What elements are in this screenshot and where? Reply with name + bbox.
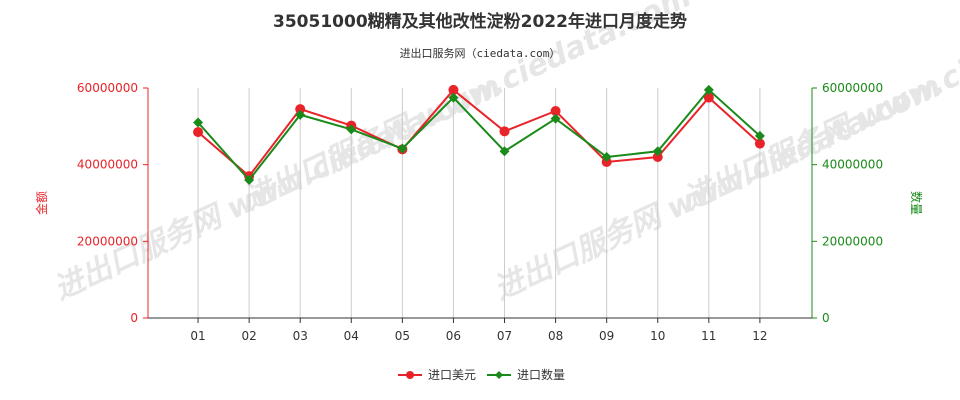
series-point (703, 84, 714, 95)
series-point (499, 146, 510, 157)
series-point (652, 146, 663, 157)
series-point (448, 92, 459, 103)
series-point (193, 117, 204, 128)
legend-label: 进口数量 (517, 367, 565, 382)
series-point (550, 106, 561, 116)
series-point (754, 130, 765, 141)
right-axis-ticks: 0 20000000 40000000 60000000 (812, 81, 883, 325)
series-line-1 (197, 88, 761, 178)
series-layer (193, 84, 765, 185)
x-tick-label: 07 (497, 329, 512, 343)
x-tick-label: 04 (344, 329, 359, 343)
legend-marker (406, 371, 414, 379)
right-axis-label: 数量 (909, 191, 924, 215)
x-tick-label: 09 (599, 329, 614, 343)
right-tick-label: 60000000 (822, 81, 883, 95)
left-tick-label: 60000000 (77, 81, 138, 95)
left-axis-ticks: 0 20000000 40000000 60000000 (77, 81, 148, 325)
x-tick-label: 12 (752, 329, 767, 343)
chart-title: 35051000糊精及其他改性淀粉2022年进口月度走势 (273, 11, 687, 32)
x-tick-label: 01 (190, 329, 205, 343)
left-tick-label: 40000000 (77, 158, 138, 172)
series-point (346, 124, 357, 135)
series-point (550, 113, 561, 124)
series-line-2 (197, 88, 761, 182)
right-tick-label: 0 (822, 311, 830, 325)
x-tick-label: 03 (293, 329, 308, 343)
series-point (295, 109, 306, 120)
series-point (244, 175, 255, 185)
chart-subtitle: 进出口服务网（ciedata.com） (400, 46, 561, 60)
right-tick-label: 40000000 (822, 158, 883, 172)
left-axis-label: 金额 (34, 191, 49, 215)
series-point (193, 127, 204, 138)
legend-marker (495, 371, 503, 379)
x-tick-label: 02 (241, 329, 256, 343)
axes (147, 88, 813, 319)
x-tick-label: 06 (446, 329, 461, 343)
series-point (448, 84, 459, 95)
series-point (652, 152, 663, 162)
watermark-text: 进出口服务网 www.ciedata.com (239, 0, 697, 217)
legend[interactable]: 进口美元 进口数量 (398, 367, 565, 382)
series-point (295, 104, 306, 115)
series-point (499, 126, 510, 137)
series-point (601, 152, 612, 162)
left-tick-label: 0 (130, 311, 138, 325)
legend-label: 进口美元 (428, 368, 476, 382)
left-tick-label: 20000000 (77, 234, 138, 248)
series-point (703, 92, 714, 103)
series-point (754, 138, 765, 149)
series-point (397, 143, 408, 154)
x-tick-label: 05 (395, 329, 410, 343)
x-tick-label: 08 (548, 329, 563, 343)
right-tick-label: 20000000 (822, 234, 883, 248)
x-tick-label: 11 (701, 329, 716, 343)
x-axis-ticks: 01 02 03 04 05 06 07 08 09 10 11 12 (190, 318, 768, 343)
x-tick-label: 10 (650, 329, 665, 343)
